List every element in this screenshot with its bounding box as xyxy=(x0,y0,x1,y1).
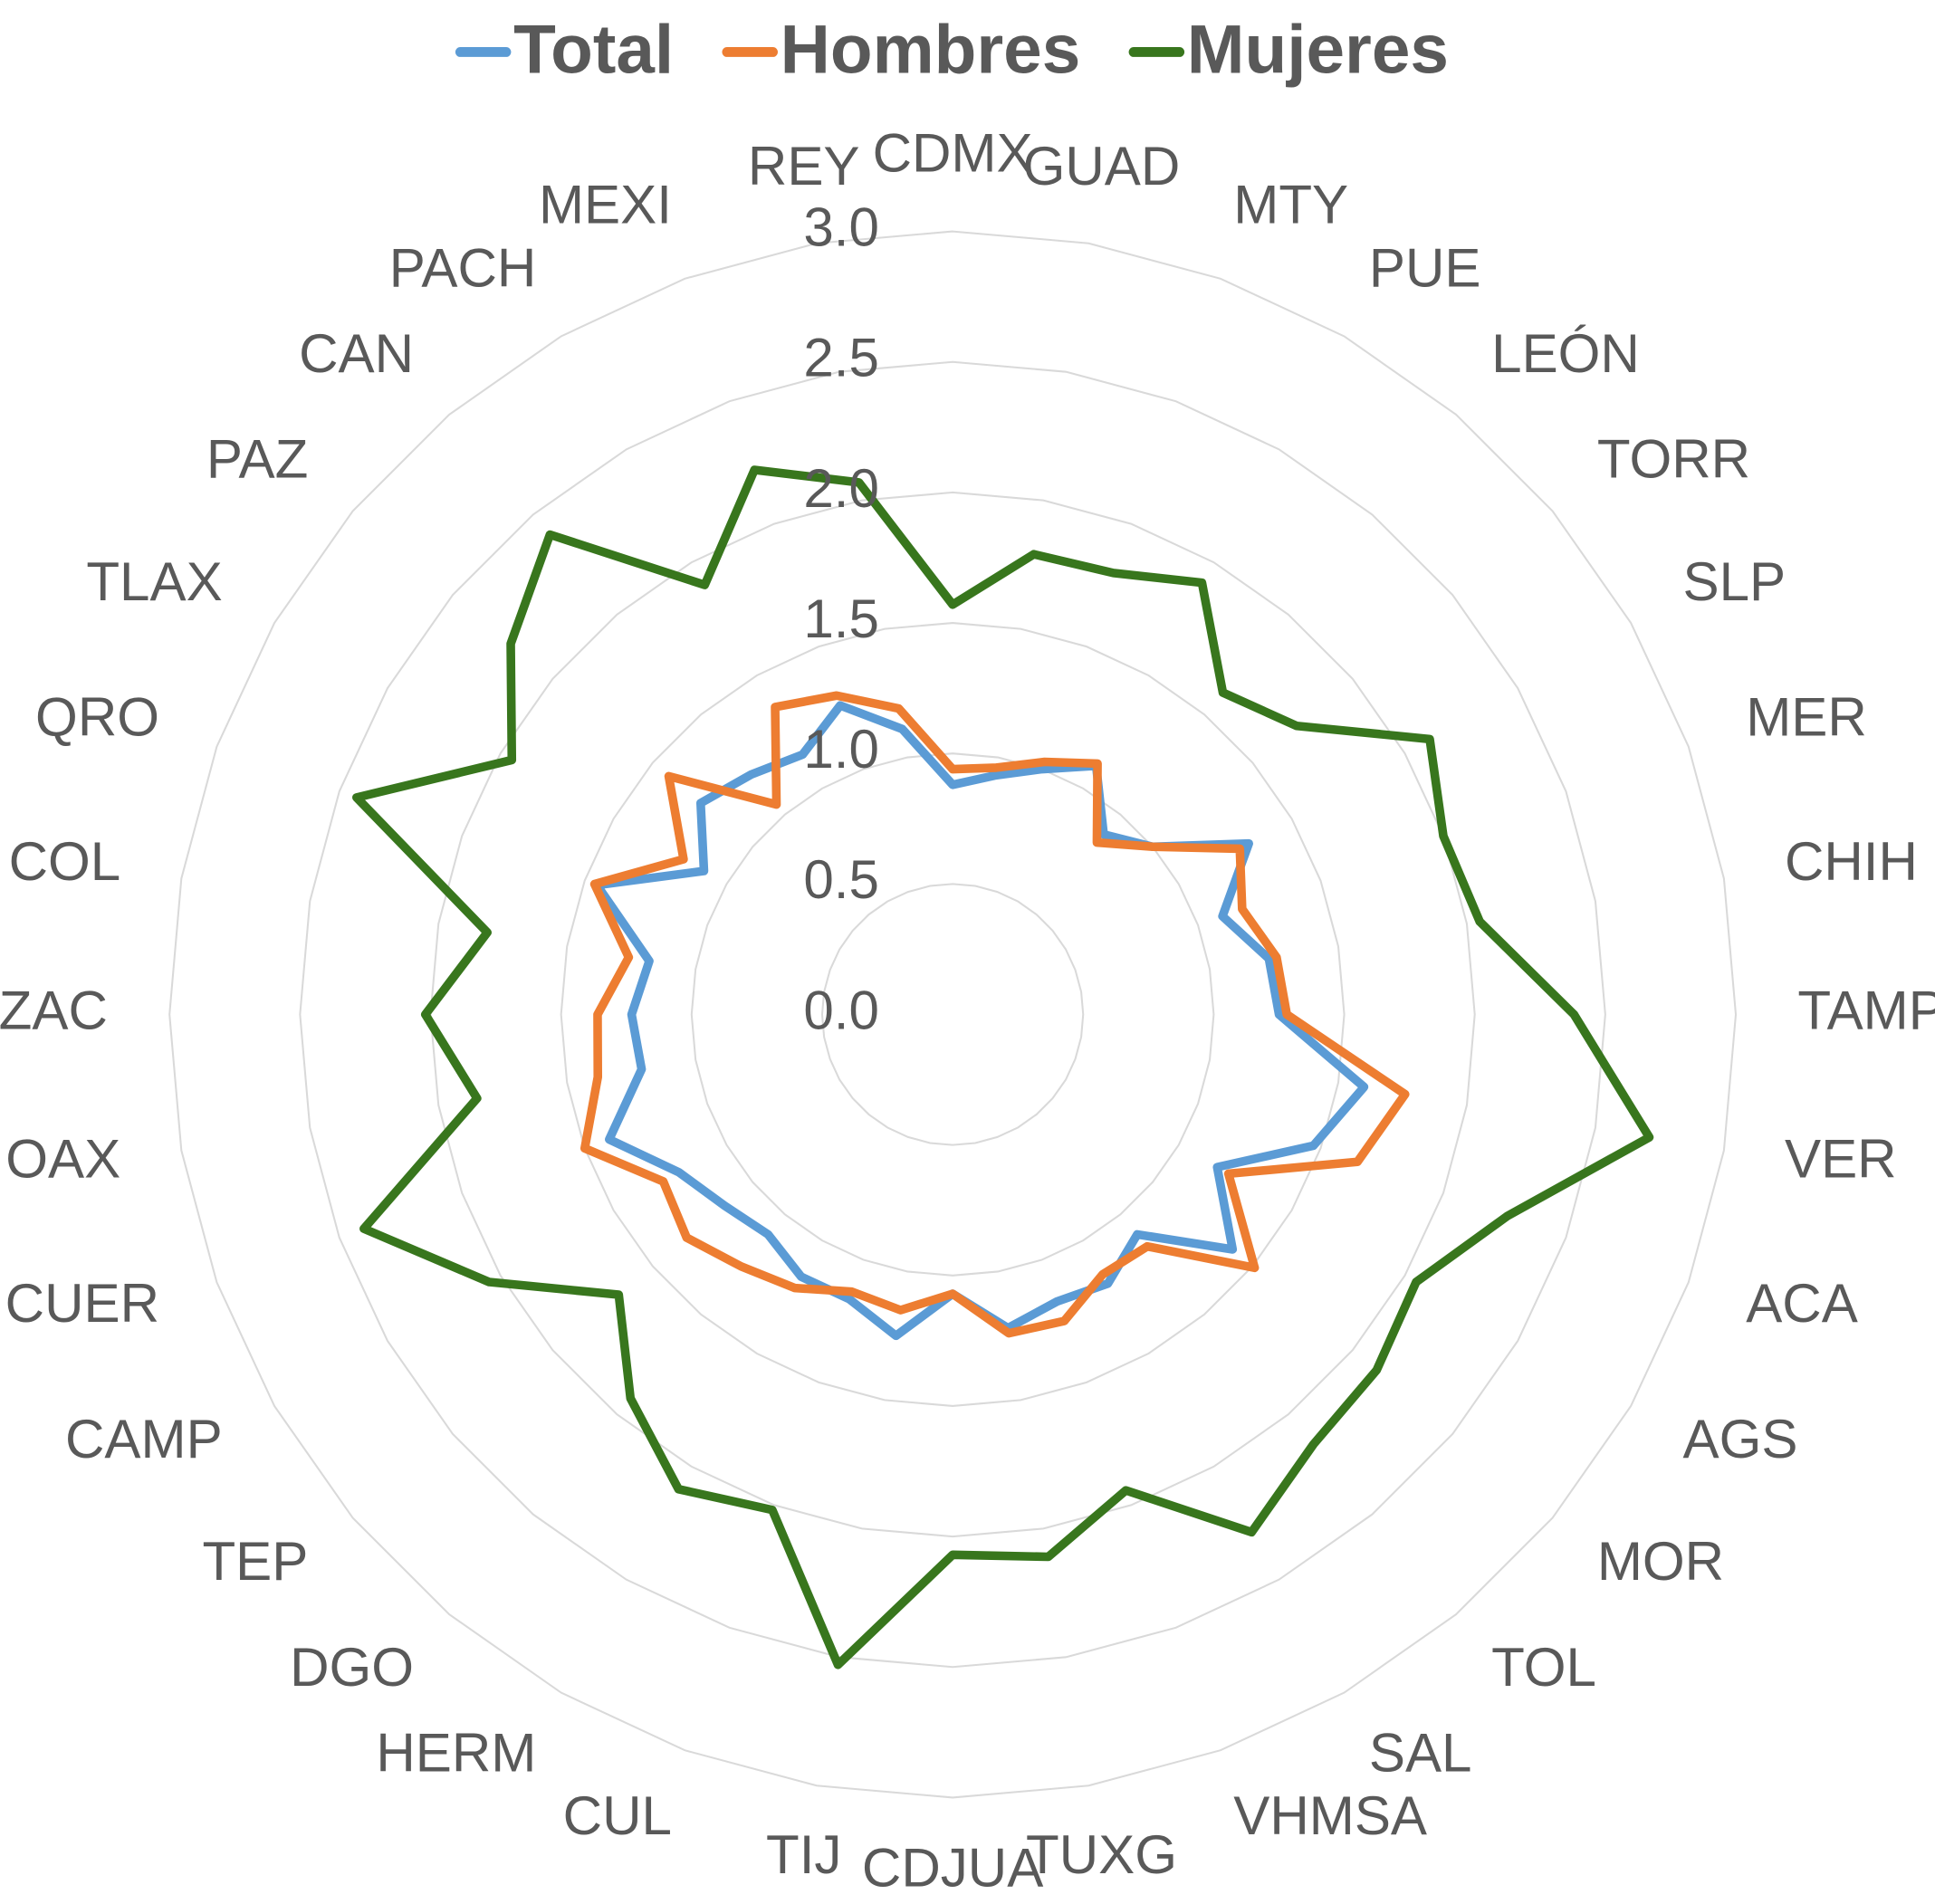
grid-ring xyxy=(690,752,1215,1277)
category-label: MER xyxy=(1746,687,1867,748)
category-label: OAX xyxy=(5,1129,120,1190)
series-lines xyxy=(352,465,1654,1670)
legend-item: Mujeres xyxy=(1128,11,1449,88)
grid-ring xyxy=(429,491,1476,1538)
category-label: TAMP xyxy=(1797,980,1935,1040)
category-label: VER xyxy=(1785,1129,1897,1190)
category-label: PAZ xyxy=(206,429,308,490)
tick-label: 3.0 xyxy=(803,196,879,257)
category-label: TLAX xyxy=(86,551,222,612)
category-label: VHMSA xyxy=(1233,1785,1427,1846)
category-label: CAMP xyxy=(65,1409,223,1469)
category-label: PUE xyxy=(1369,237,1481,298)
tick-label: 2.0 xyxy=(803,458,879,519)
category-label: TUXG xyxy=(1026,1824,1177,1885)
category-label: TEP xyxy=(202,1531,308,1592)
category-label: COL xyxy=(9,831,121,892)
category-label: CHIH xyxy=(1785,831,1918,892)
category-label: REY xyxy=(748,136,860,196)
grid-ring xyxy=(560,622,1346,1407)
category-label: CAN xyxy=(299,323,414,384)
category-label: SLP xyxy=(1683,551,1787,612)
category-label: ACA xyxy=(1746,1273,1858,1334)
category-label: TORR xyxy=(1597,429,1750,490)
category-label: GUAD xyxy=(1023,136,1181,196)
category-label: LEÓN xyxy=(1491,323,1640,384)
legend-label: Mujeres xyxy=(1187,11,1449,88)
category-label: CDMX xyxy=(873,122,1033,183)
tick-label: 0.0 xyxy=(803,980,879,1040)
grid-ring xyxy=(820,883,1085,1146)
grid-ring xyxy=(168,230,1738,1799)
legend-label: Total xyxy=(513,11,674,88)
series-line xyxy=(580,691,1410,1338)
category-label: ZAC xyxy=(0,980,108,1040)
tick-label: 1.0 xyxy=(803,719,879,780)
category-label: MEXI xyxy=(539,175,672,235)
legend-item: Total xyxy=(455,11,674,88)
category-label: SAL xyxy=(1369,1722,1472,1783)
category-label: TOL xyxy=(1491,1637,1596,1698)
category-label: CUER xyxy=(5,1273,159,1334)
legend-label: Hombres xyxy=(781,11,1081,88)
grid-ring xyxy=(299,360,1606,1669)
tick-label: 2.5 xyxy=(803,328,879,388)
series-line xyxy=(352,465,1654,1670)
grid xyxy=(168,230,1738,1799)
tick-label: 0.5 xyxy=(803,849,879,910)
tick-label: 1.5 xyxy=(803,588,879,649)
category-label: HERM xyxy=(376,1722,536,1783)
category-label: DGO xyxy=(290,1637,414,1698)
category-label: TIJ xyxy=(766,1824,841,1885)
legend: Total Hombres Mujeres xyxy=(455,11,1449,88)
category-label: QRO xyxy=(35,687,159,748)
category-label: MTY xyxy=(1233,175,1348,235)
category-label: PACH xyxy=(389,237,537,298)
category-label: CDJUA xyxy=(862,1837,1043,1898)
category-label: MOR xyxy=(1597,1531,1724,1592)
category-label: CUL xyxy=(563,1785,672,1846)
category-label: AGS xyxy=(1683,1409,1798,1469)
legend-item: Hombres xyxy=(722,11,1081,88)
